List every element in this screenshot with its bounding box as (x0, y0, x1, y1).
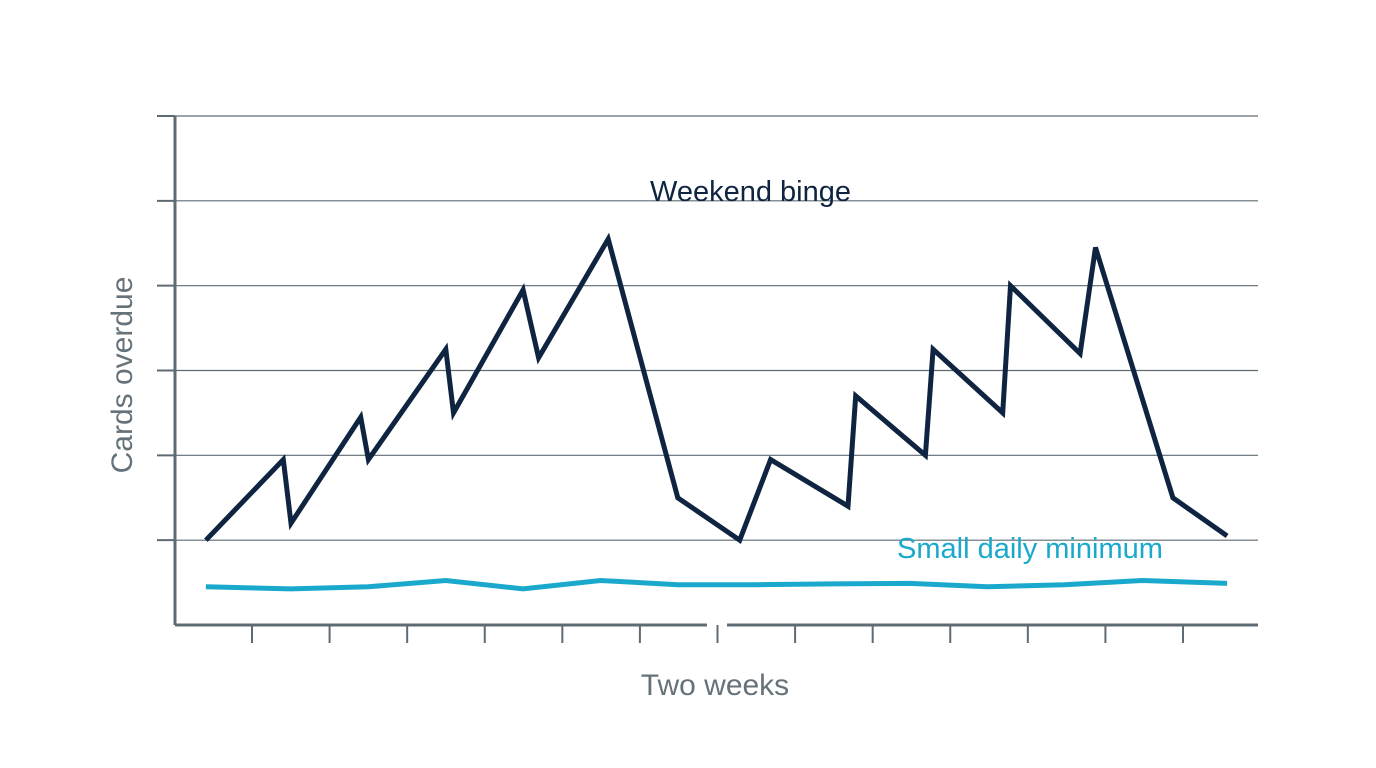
series-line-weekend-binge (204, 232, 1229, 545)
x-ticks (251, 625, 1184, 643)
axes (173, 116, 1258, 627)
xlabel: Two weeks (641, 669, 789, 702)
series-line-small-daily-minimum (205, 577, 1228, 592)
grid (157, 115, 1258, 542)
ylabel: Cards overdue (106, 277, 139, 474)
annotation-small-daily-minimum: Small daily minimum (897, 533, 1163, 565)
series-group (204, 232, 1229, 592)
annotation-weekend-binge: Weekend binge (650, 176, 851, 208)
